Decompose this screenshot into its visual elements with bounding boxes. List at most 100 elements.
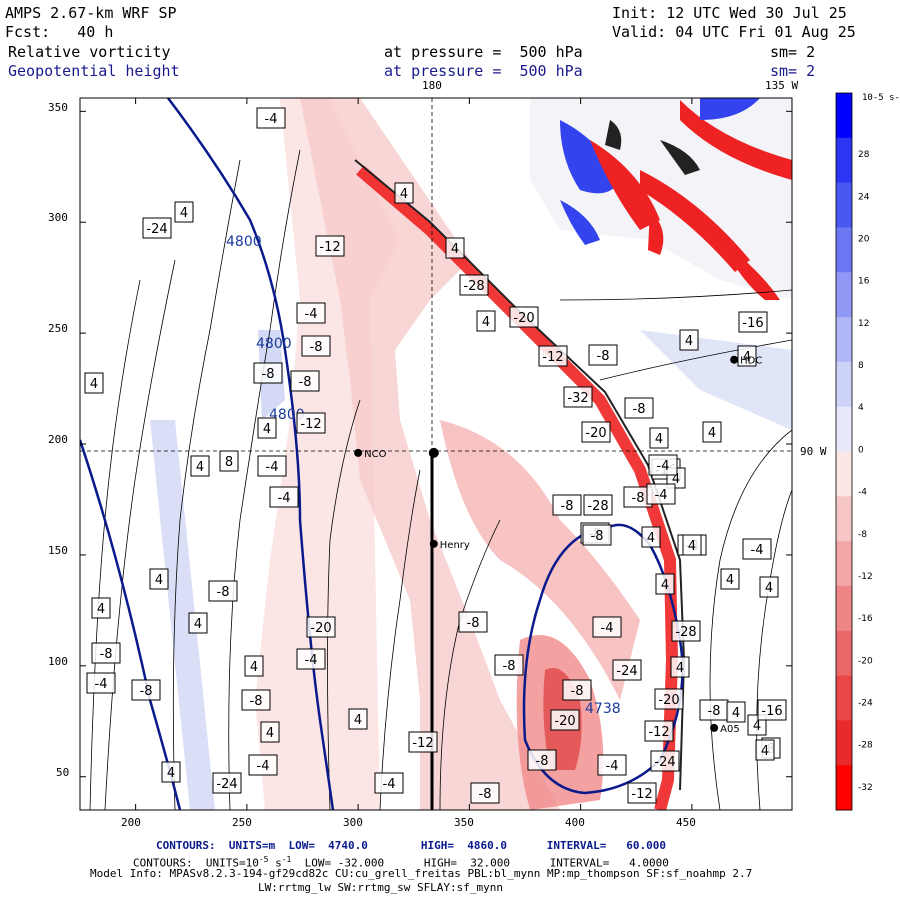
vorticity-label-box xyxy=(260,721,280,743)
vorticity-label: 4 xyxy=(641,526,661,548)
vorticity-label: 4 xyxy=(244,655,264,677)
vorticity-label-box xyxy=(527,749,557,771)
vorticity-label: 4 xyxy=(149,568,169,590)
vorticity-label-text: -16 xyxy=(742,316,763,331)
vorticity-label-text: 4 xyxy=(647,531,655,546)
vorticity-label: -20 xyxy=(509,306,539,328)
vorticity-label-box xyxy=(679,329,699,351)
vorticity-label-box xyxy=(91,597,111,619)
height-contour-label: 4800 xyxy=(269,407,305,423)
vorticity-label-box xyxy=(208,580,238,602)
vorticity-label-box xyxy=(188,612,208,634)
fcst-value: 40 h xyxy=(77,23,114,41)
footer-v-interval: INTERVAL= 4.0000 xyxy=(549,856,669,870)
colorbar-segment xyxy=(836,227,852,273)
vorticity-label: -12 xyxy=(538,345,568,367)
vorticity-label-text: -12 xyxy=(542,350,563,365)
vorticity-label: -8 xyxy=(253,362,283,384)
vorticity-label-box xyxy=(174,201,194,223)
vorticity-label-text: 4 xyxy=(354,713,362,728)
vorticity-label-text: -20 xyxy=(585,426,606,441)
vorticity-label-text: 4 xyxy=(661,578,669,593)
vorticity-label: 4 xyxy=(84,372,104,394)
vorticity-label-box xyxy=(374,772,404,794)
footer-h-high: HIGH= 4860.0 xyxy=(420,839,507,852)
vorticity-label-text: -8 xyxy=(591,529,604,544)
vorticity-label-text: -20 xyxy=(513,311,534,326)
colorbar-label: 24 xyxy=(858,192,870,202)
x-tick-label: 350 xyxy=(454,816,474,829)
vorticity-label-box xyxy=(592,616,622,638)
vorticity-label-text: -4 xyxy=(601,621,614,636)
colorbar-label: 16 xyxy=(858,277,870,287)
field1-level: at pressure = 500 hPa xyxy=(384,43,583,61)
vorticity-label-boxes: -4 4 4 -24 4 -12 -28 -4 -20 4 -8 -8 -12 4 -8 4 -32 -8 -8 -1… xyxy=(84,107,787,804)
vorticity-label: 4 xyxy=(759,576,779,598)
vorticity-label-text: -4 xyxy=(266,460,279,475)
vorticity-label-text: -8 xyxy=(217,585,230,600)
vorticity-label-box xyxy=(131,679,161,701)
vorticity-contour-lines xyxy=(89,149,792,810)
vorticity-label-box xyxy=(241,689,271,711)
vorticity-label-box xyxy=(597,754,627,776)
colorbar-label: 12 xyxy=(858,319,869,329)
vorticity-label-box xyxy=(494,654,524,676)
vorticity-label-box xyxy=(738,311,768,333)
vorticity-label-text: -28 xyxy=(463,279,484,294)
axis-ticks xyxy=(80,98,792,810)
vorticity-label: -20 xyxy=(306,616,336,638)
vorticity-label: -8 xyxy=(562,679,592,701)
y-tick-label: 50 xyxy=(56,766,70,779)
vorticity-label-box xyxy=(627,782,657,804)
vorticity-label-box xyxy=(644,720,674,742)
neg-vort-band-mid xyxy=(300,98,560,810)
vorticity-label-text: -24 xyxy=(654,755,675,770)
vorticity-label: 4 xyxy=(260,721,280,743)
vorticity-label-box xyxy=(348,708,368,730)
footer-height-contours: CONTOURS: UNITS=m LOW= 4740.0 HIGH= 4860… xyxy=(156,840,666,852)
vorticity-label-box xyxy=(394,182,414,204)
vorticity-label-text: -4 xyxy=(655,488,668,503)
vorticity-label: 4 xyxy=(174,201,194,223)
vorticity-label: -12 xyxy=(644,720,674,742)
vorticity-label: -32 xyxy=(563,386,593,408)
colorbar-segment xyxy=(836,406,852,452)
vorticity-label-text: 4 xyxy=(167,766,175,781)
vorticity-label-text: 4 xyxy=(708,426,716,441)
vorticity-label-text: 4 xyxy=(250,660,258,675)
fcst-label: Fcst: xyxy=(5,23,51,41)
vorticity-label: 4 xyxy=(679,329,699,351)
vorticity-label-box xyxy=(470,782,500,804)
vorticity-label: -28 xyxy=(583,494,613,516)
vorticity-label-box xyxy=(742,538,772,560)
vorticity-label: -8 xyxy=(301,335,331,357)
vorticity-label: -4 xyxy=(269,486,299,508)
vorticity-label-box xyxy=(552,494,582,516)
field1-name: Relative vorticity xyxy=(8,43,171,61)
terrain-noise-region xyxy=(530,98,792,300)
colorbar-frame xyxy=(835,92,853,811)
vorticity-label-box xyxy=(759,576,779,598)
vorticity-label-box xyxy=(562,679,592,701)
vorticity-label-text: -4 xyxy=(657,459,670,474)
vorticity-label-text: -16 xyxy=(761,704,782,719)
station-dot xyxy=(710,723,719,732)
vorticity-label: -8 xyxy=(458,611,488,633)
vorticity-label-box xyxy=(624,397,654,419)
vorticity-label-box xyxy=(581,421,611,443)
colorbar-segment xyxy=(836,451,852,497)
vorticity-label-text: -12 xyxy=(300,417,321,432)
vorticity-label-text: 4 xyxy=(765,581,773,596)
vorticity-label-text: -8 xyxy=(571,684,584,699)
vorticity-label: -12 xyxy=(627,782,657,804)
station-label: A05 xyxy=(720,724,740,735)
vorticity-label-box xyxy=(306,616,336,638)
vorticity-label-text: -4 xyxy=(257,759,270,774)
vorticity-label-box xyxy=(84,372,104,394)
vorticity-label-box xyxy=(563,386,593,408)
meridian-135w-label: 135 W xyxy=(765,79,799,92)
vorticity-label-box xyxy=(737,345,757,367)
colorbar-label: -4 xyxy=(858,488,867,498)
vorticity-label: 4 xyxy=(655,573,675,595)
